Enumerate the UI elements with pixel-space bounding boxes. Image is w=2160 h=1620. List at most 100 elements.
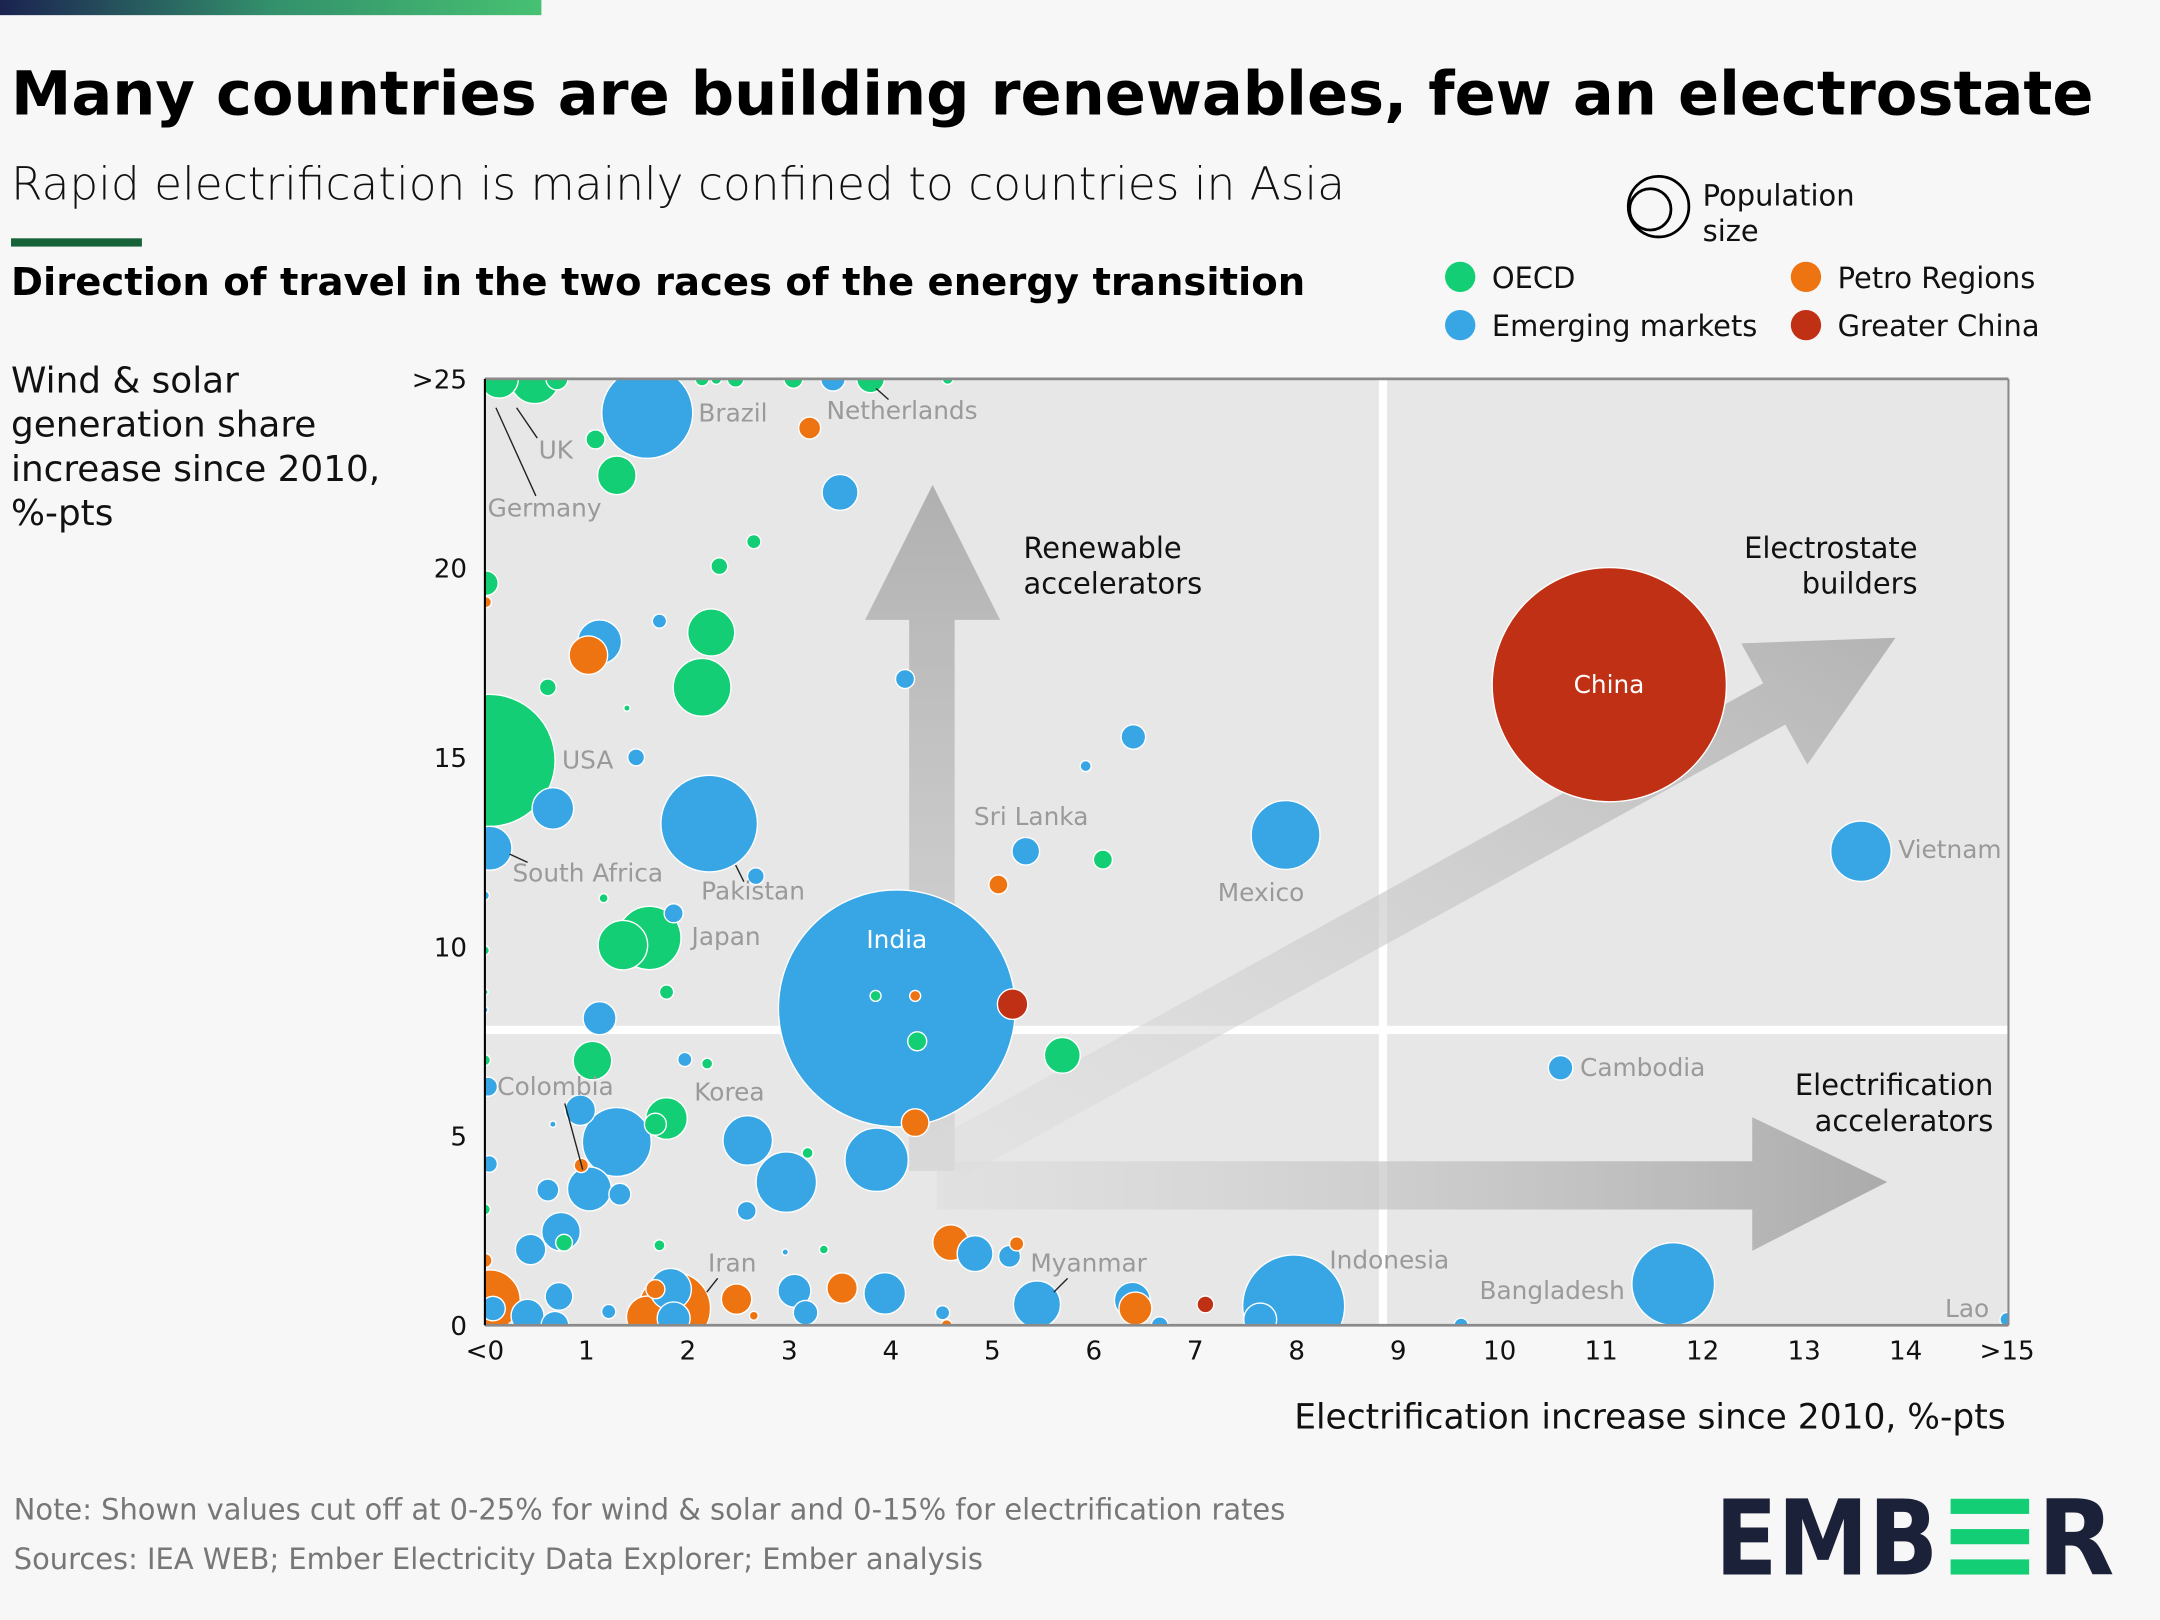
bubble-emerging	[656, 1301, 691, 1326]
bubble-oecd	[598, 893, 609, 904]
bubble-china	[1491, 566, 1728, 803]
legend-oecd-swatch	[1445, 261, 1476, 293]
y-tick-label: 0	[450, 1312, 467, 1342]
y-tick-label: 15	[434, 744, 467, 774]
bubble-emerging	[627, 748, 646, 767]
x-tick-label: 4	[882, 1337, 899, 1367]
x-tick-label: 5	[984, 1337, 1001, 1367]
x-tick-label: <0	[466, 1337, 505, 1367]
x-tick-label: 14	[1889, 1337, 1922, 1367]
x-tick-label: 1	[578, 1337, 595, 1367]
leader-line	[509, 853, 528, 863]
bubble-oecd	[545, 378, 569, 391]
country-label-mexico: Mexico	[1218, 878, 1305, 907]
bubble-oecd	[726, 378, 745, 388]
bubble-emerging	[600, 1303, 617, 1320]
bubble-emerging	[564, 1094, 597, 1127]
legend: Population size OECD Emerging markets Pe…	[1445, 174, 2040, 343]
page-title: Many countries are building renewables, …	[11, 59, 2093, 129]
renewable-arrow	[865, 484, 1001, 1171]
country-label-myanmar: Myanmar	[1030, 1248, 1147, 1277]
bubble-emerging	[1453, 1317, 1469, 1326]
country-label-lao: Lao	[1945, 1294, 1989, 1323]
bubble-oecd	[585, 429, 606, 450]
bubble-emerging	[934, 1304, 951, 1321]
bubble-oecd	[700, 1057, 714, 1070]
bubble-petro	[720, 1283, 753, 1315]
bubble-emerging	[781, 1248, 790, 1257]
bubble-emerging	[540, 1310, 570, 1326]
bubble-oecd	[597, 919, 649, 971]
bubble-vietnam	[1830, 820, 1892, 883]
bubble-petro	[900, 1108, 930, 1138]
quadrant-divider-horizontal	[484, 1025, 2009, 1035]
quadrant-label-electrification: accelerators	[1815, 1104, 1994, 1138]
country-label-sri-lanka: Sri Lanka	[974, 802, 1088, 831]
bubble-oecd	[623, 704, 631, 713]
bubble-emerging	[536, 1178, 560, 1202]
country-label-bangladesh: Bangladesh	[1479, 1276, 1624, 1305]
bubble-oecd	[801, 1146, 814, 1160]
x-tick-label: 9	[1390, 1337, 1407, 1367]
bubble-china	[1196, 1295, 1215, 1314]
country-label-colombia: Colombia	[497, 1072, 613, 1101]
bubble-china	[996, 988, 1029, 1021]
bubble-petro	[908, 989, 922, 1003]
bubble-emerging	[581, 1106, 652, 1178]
bubble-petro	[797, 416, 822, 440]
country-label-korea: Korea	[694, 1078, 764, 1107]
quadrant-label-renewable: Renewable	[1024, 531, 1182, 565]
bubble-emerging	[582, 1001, 617, 1036]
bubble-emerging	[755, 1151, 818, 1214]
bubble-emerging	[820, 378, 846, 392]
leader-line	[875, 387, 889, 401]
y-axis-title-line: Wind & solar	[11, 361, 239, 402]
ember-logo: EMB R	[1715, 1478, 2114, 1600]
bubble-oecd	[658, 984, 675, 1000]
quadrant-label-electrification: Electrification	[1795, 1068, 1993, 1102]
quadrant-label-electrostate: builders	[1802, 567, 1918, 601]
country-label-japan: Japan	[690, 922, 761, 951]
x-axis-title: Electrification increase since 2010, %-p…	[1294, 1398, 2005, 1438]
bubble-emerging	[651, 613, 668, 629]
bubble-oecd	[596, 455, 637, 496]
bubble-south-africa	[484, 825, 513, 871]
x-tick-label: 2	[680, 1337, 697, 1367]
country-label-india: India	[866, 925, 927, 954]
country-labels: Brazil Netherlands UK Germany USA South …	[488, 387, 2002, 1323]
section-divider	[11, 238, 142, 247]
bubble-oecd	[572, 1040, 613, 1081]
bubble-oecd	[710, 557, 729, 576]
bubble-brazil	[601, 378, 694, 460]
bubble-emerging	[1243, 1302, 1278, 1326]
x-tick-label: 12	[1686, 1337, 1719, 1367]
legend-china-label: Greater China	[1838, 309, 2040, 343]
country-label-pakistan: Pakistan	[701, 877, 805, 906]
bubble-emerging	[894, 668, 916, 690]
x-tick-label: 10	[1483, 1337, 1516, 1367]
country-label-cambodia: Cambodia	[1580, 1053, 1705, 1082]
bubble-oecd	[869, 989, 882, 1003]
bubble-oecd	[1043, 1036, 1081, 1074]
bubble-petro	[1118, 1291, 1153, 1326]
bubble-emerging	[566, 1166, 613, 1212]
legend-oecd-label: OECD	[1492, 261, 1575, 295]
quadrant-label-renewable: accelerators	[1024, 567, 1203, 601]
bubble-mexico	[1250, 799, 1321, 871]
legend-emerging-label: Emerging markets	[1492, 309, 1757, 343]
legend-size-label: Population	[1703, 178, 1855, 212]
leader-line	[516, 407, 538, 439]
bubble-petro	[748, 1310, 759, 1321]
population-size-icon	[1626, 174, 1691, 239]
bubbles	[484, 378, 2009, 1326]
bubble-petro	[988, 874, 1009, 895]
svg-text:R: R	[2037, 1478, 2114, 1600]
y-tick-label: 10	[434, 933, 467, 963]
bubble-emerging	[722, 1115, 774, 1166]
bubble-emerging	[956, 1235, 994, 1273]
country-label-south-africa: South Africa	[512, 859, 663, 888]
bubble-emerging	[484, 1154, 499, 1174]
legend-petro-swatch	[1790, 261, 1822, 293]
country-label-uk: UK	[539, 436, 574, 465]
